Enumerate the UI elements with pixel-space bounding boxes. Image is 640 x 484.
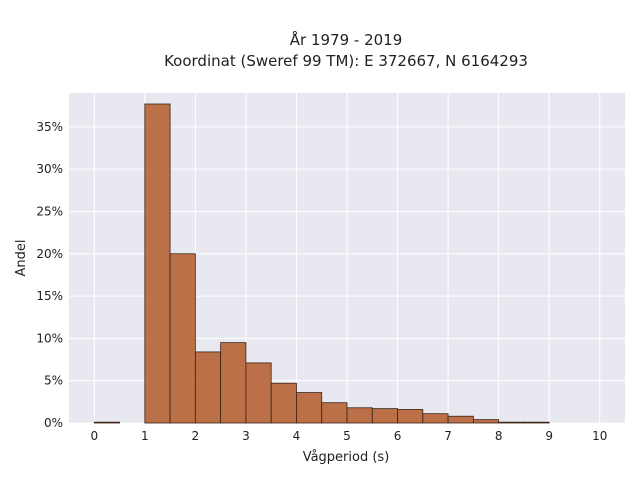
histogram-bar [346,407,373,424]
y-tick-labels: 0% 5% 10% 15% 20% 25% 30% 35% [36,120,63,430]
histogram-bar [472,419,500,424]
x-tick-label: 0 [90,429,98,443]
y-tick-label: 10% [36,331,63,345]
x-tick-label: 1 [141,429,149,443]
histogram-bar [447,415,474,424]
histogram-bar [422,413,449,424]
histogram-bar [321,402,348,424]
y-tick-label: 35% [36,120,63,134]
histogram-bar [270,382,297,424]
histogram-bar [169,253,196,424]
chart-title: År 1979 - 2019 [290,30,403,49]
x-tick-labels: 0 1 2 3 4 5 6 7 8 9 10 [90,429,607,443]
y-axis-title: Andel [14,240,29,277]
x-tick-label: 4 [293,429,301,443]
y-tick-label: 20% [36,247,63,261]
chart-subtitle: Koordinat (Sweref 99 TM): E 372667, N 61… [164,52,528,70]
histogram-bar [523,421,550,424]
x-tick-label: 2 [192,429,200,443]
x-tick-label: 8 [495,429,503,443]
x-tick-label: 9 [545,429,553,443]
x-tick-label: 3 [242,429,250,443]
histogram-bar [296,392,323,424]
x-tick-label: 6 [394,429,402,443]
histogram-bar [397,409,424,424]
histogram-bar [245,362,272,424]
histogram-bar [144,103,171,424]
y-tick-label: 25% [36,204,63,218]
y-tick-label: 0% [44,416,63,430]
histogram-bar [93,421,120,424]
x-tick-label: 10 [592,429,607,443]
histogram-bar [194,351,222,424]
histogram-bar [371,408,398,424]
histogram-bar [498,421,525,424]
x-tick-label: 5 [343,429,351,443]
histogram-bars [93,103,550,424]
y-tick-label: 15% [36,289,63,303]
y-tick-label: 30% [36,162,63,176]
y-tick-label: 5% [44,374,63,388]
x-axis-title: Vågperiod (s) [303,450,390,465]
x-tick-label: 7 [444,429,452,443]
grid-lines [69,93,625,424]
histogram-bar [220,342,247,424]
